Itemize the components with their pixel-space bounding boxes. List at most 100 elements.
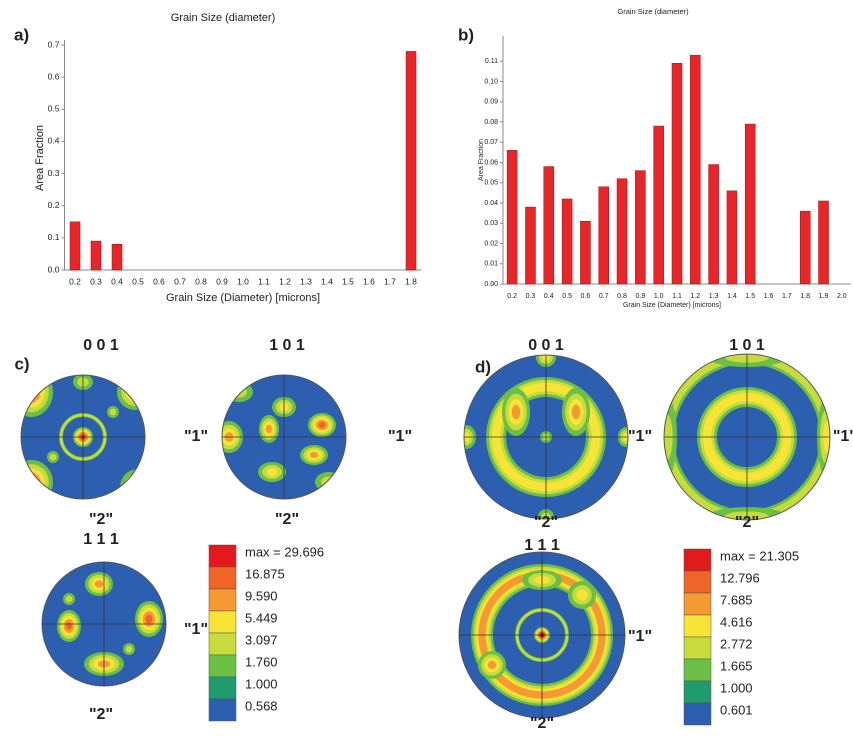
pole-title: 0 0 1 [528, 337, 564, 354]
legend-label: 4.616 [720, 614, 753, 629]
x-tick-label: 2.0 [837, 293, 847, 300]
y-tick-label: 0.6 [48, 71, 60, 81]
legend-swatch [208, 632, 237, 656]
axis-2-label: "2" [275, 511, 299, 528]
y-tick-label: 0.0 [48, 264, 60, 274]
x-tick-label: 1.7 [782, 293, 792, 300]
x-tick-label: 0.7 [174, 276, 186, 286]
bar [405, 51, 417, 271]
bar [616, 178, 628, 285]
legend-swatch [683, 614, 712, 638]
legend-swatch [683, 658, 712, 682]
x-tick-label: 0.9 [216, 276, 228, 286]
x-tick-label: 1.0 [237, 276, 249, 286]
x-tick-label: 0.4 [544, 293, 554, 300]
contour [125, 382, 145, 402]
x-tick-label: 1.4 [727, 293, 737, 300]
contour [125, 645, 133, 653]
legend-label: 12.796 [720, 570, 760, 585]
pole-outline [463, 354, 629, 520]
x-tick-label: 1.9 [819, 293, 829, 300]
x-tick-label: 1.5 [745, 293, 755, 300]
contour [132, 481, 144, 493]
pole-outline [20, 374, 146, 500]
contour [94, 580, 104, 588]
legend-swatch [683, 592, 712, 616]
bar [90, 240, 102, 271]
bar [580, 220, 591, 285]
contour [25, 476, 37, 488]
legend-label: 1.000 [245, 676, 278, 691]
y-tick-label: 0.3 [48, 168, 60, 178]
axis-2-label: "2" [530, 715, 554, 732]
legend-label: 0.568 [245, 698, 278, 713]
legend-label: 2.772 [720, 636, 753, 651]
legend-swatch [683, 702, 712, 726]
x-tick-label: 1.8 [800, 293, 810, 300]
bar [543, 166, 555, 285]
legend-label: 0.601 [720, 702, 753, 717]
axis-1-label: "1" [184, 621, 208, 638]
pole-outline [458, 551, 626, 719]
chart-title: Grain Size (diameter) [617, 7, 689, 16]
bar [561, 198, 573, 285]
y-tick-label: 0.06 [484, 159, 498, 166]
y-tick-label: 0.11 [485, 58, 498, 65]
x-tick-label: 0.2 [507, 293, 517, 300]
legend-swatch [208, 566, 237, 590]
y-tick-label: 0.04 [484, 200, 498, 207]
contour [145, 614, 153, 624]
y-tick-label: 0.2 [48, 200, 60, 210]
contour [315, 472, 343, 492]
contour [129, 386, 141, 398]
bar [799, 210, 811, 285]
y-tick-label: 0.4 [48, 136, 60, 146]
legend-label: 9.590 [245, 588, 278, 603]
x-tick-label: 1.6 [764, 293, 774, 300]
bar [653, 125, 664, 285]
bar [506, 150, 518, 285]
y-tick-label: 0.08 [484, 119, 498, 126]
axis-1-label: "1" [388, 428, 412, 445]
contour [571, 404, 581, 420]
y-tick-label: 0.05 [484, 180, 498, 187]
contour [225, 382, 253, 402]
pole-figure [459, 552, 625, 718]
legend-label: 7.685 [720, 592, 753, 607]
x-tick-label: 0.6 [581, 293, 591, 300]
legend-swatch [683, 548, 712, 572]
axis-1-label: "1" [628, 628, 652, 645]
legend-label: 3.097 [245, 632, 278, 647]
bar [726, 190, 738, 285]
x-axis-label: Grain Size (Diameter) [microns] [623, 302, 721, 309]
x-tick-label: 1.6 [363, 276, 375, 286]
axis-2-label: "2" [89, 511, 113, 528]
contour [321, 476, 337, 488]
y-tick-label: 0.01 [484, 261, 498, 268]
legend-swatch [208, 544, 237, 568]
panel-label: b) [458, 25, 474, 44]
contour [128, 477, 145, 497]
x-tick-label: 1.8 [405, 276, 417, 286]
x-tick-label: 0.8 [195, 276, 207, 286]
chart-title: Grain Size (diameter) [171, 12, 276, 24]
legend-label: 1.760 [245, 654, 278, 669]
x-tick-label: 0.7 [599, 293, 609, 300]
contour [318, 422, 326, 428]
axis-2-label: "2" [534, 514, 558, 531]
legend-swatch [208, 588, 237, 612]
x-tick-label: 1.4 [321, 276, 333, 286]
x-tick-label: 1.0 [654, 293, 664, 300]
contour [49, 453, 57, 461]
contour [109, 408, 117, 416]
y-axis-label: Area Fraction [478, 139, 485, 181]
pole-title: 1 0 1 [269, 337, 305, 354]
pole-figure [21, 375, 145, 499]
x-tick-label: 0.5 [132, 276, 144, 286]
x-tick-label: 0.8 [617, 293, 627, 300]
y-tick-label: 0.00 [484, 281, 498, 288]
x-tick-label: 1.3 [300, 276, 312, 286]
pole-title: 1 1 1 [524, 537, 560, 554]
contour [266, 468, 278, 476]
legend-label: 1.665 [720, 658, 753, 673]
